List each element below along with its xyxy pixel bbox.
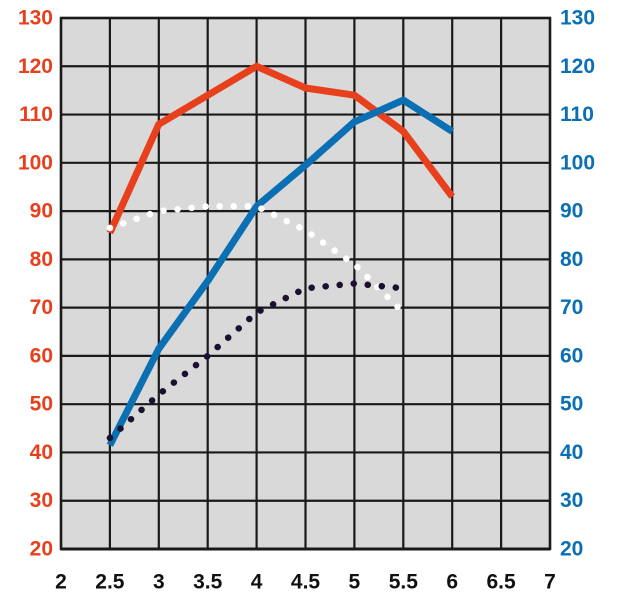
x-axis-tick-label: 4.5	[291, 571, 321, 594]
left-axis-tick-label: 60	[30, 344, 53, 367]
left-axis-tick-label: 20	[30, 538, 53, 561]
left-axis-tick-label: 80	[30, 248, 53, 271]
x-axis-tick-label: 4	[251, 571, 263, 594]
left-axis-tick-label: 130	[18, 7, 53, 30]
right-axis-tick-label: 60	[560, 344, 583, 367]
right-axis-tick-label: 120	[560, 55, 595, 78]
right-axis-tick-label: 80	[560, 248, 583, 271]
left-axis-tick-label: 40	[30, 441, 53, 464]
left-axis-tick-label: 120	[18, 55, 53, 78]
right-axis-tick-label: 50	[560, 393, 583, 416]
left-axis-tick-label: 100	[18, 151, 53, 174]
right-axis-tick-label: 100	[560, 151, 595, 174]
left-axis-tick-label: 70	[30, 296, 53, 319]
left-axis-tick-label: 90	[30, 200, 53, 223]
left-axis-tick-label: 50	[30, 393, 53, 416]
x-axis-tick-label: 3.5	[193, 571, 223, 594]
x-axis-tick-label: 2	[55, 571, 67, 594]
series-line-2-solid	[106, 96, 455, 447]
right-axis-tick-label: 70	[560, 296, 583, 319]
x-axis-tick-label: 3	[153, 571, 165, 594]
right-axis-tick-label: 90	[560, 200, 583, 223]
x-axis-tick-label: 2.5	[95, 571, 125, 594]
left-axis-tick-label: 110	[19, 103, 53, 126]
x-axis-tick-label: 5.5	[389, 571, 419, 594]
right-axis-tick-label: 110	[560, 103, 594, 126]
x-axis-tick-label: 6.5	[486, 571, 516, 594]
right-axis-tick-label: 20	[560, 538, 583, 561]
right-axis-tick-label: 30	[560, 489, 583, 512]
right-axis-tick-label: 40	[560, 441, 583, 464]
x-axis-tick-label: 7	[544, 571, 556, 594]
right-axis-tick-label: 130	[560, 7, 595, 30]
series-line-1-solid	[106, 62, 455, 235]
x-axis-tick-label: 6	[446, 571, 458, 594]
x-axis-tick-label: 5	[349, 571, 361, 594]
series-line-4-dotted	[106, 280, 407, 442]
left-axis-tick-label: 30	[30, 489, 53, 512]
